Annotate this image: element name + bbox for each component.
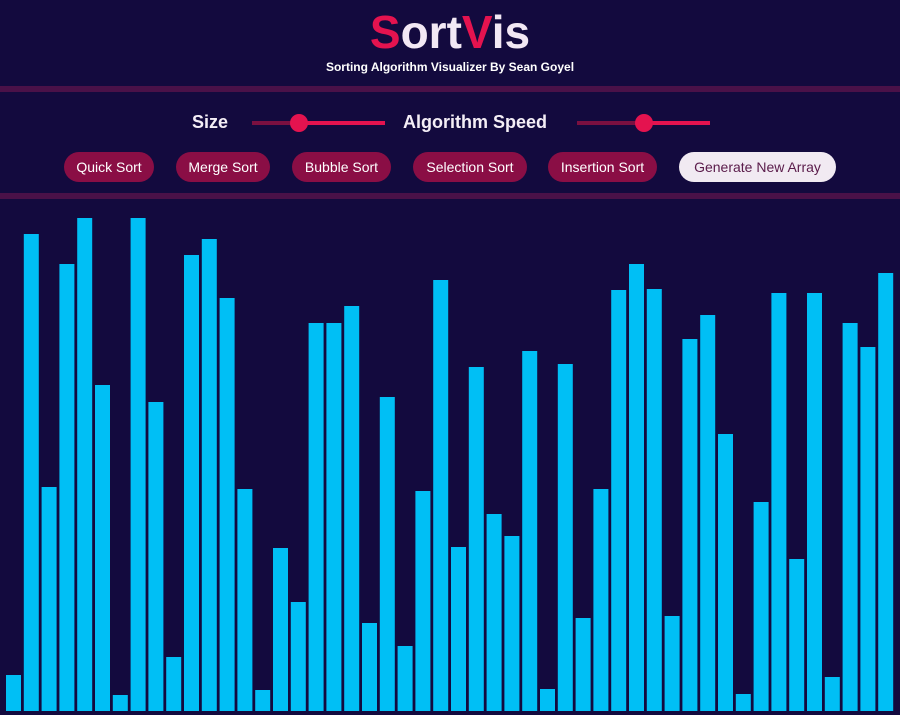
array-bar	[807, 293, 822, 711]
array-bar	[344, 306, 360, 711]
controls-panel: Size Algorithm Speed Quick Sort Merge So…	[0, 92, 900, 193]
array-bar	[842, 323, 858, 711]
array-bar	[824, 677, 840, 711]
title-part: ort	[400, 6, 462, 58]
array-bar	[433, 280, 449, 711]
generate-array-button[interactable]: Generate New Array	[679, 152, 836, 182]
array-bar	[789, 559, 805, 711]
bubble-sort-button[interactable]: Bubble Sort	[292, 152, 391, 182]
array-bar	[184, 255, 199, 711]
title-part: is	[491, 6, 531, 58]
array-bar	[95, 385, 110, 711]
array-bar	[860, 347, 876, 711]
array-bar	[362, 623, 377, 711]
array-bar	[326, 323, 342, 711]
array-bar	[700, 315, 716, 711]
speed-slider-thumb[interactable]	[635, 114, 653, 132]
array-bar	[611, 290, 627, 711]
array-bar	[77, 218, 93, 711]
speed-slider[interactable]	[577, 114, 710, 132]
size-label: Size	[192, 112, 229, 132]
quick-sort-button[interactable]: Quick Sort	[64, 152, 154, 182]
app-title: SortVis	[0, 6, 900, 58]
array-bar	[201, 239, 217, 711]
array-bar	[290, 602, 306, 711]
array-bar	[148, 402, 164, 711]
array-bar	[23, 234, 39, 711]
array-bar	[718, 434, 733, 711]
speed-slider-track	[577, 121, 644, 125]
array-bar	[664, 616, 680, 711]
array-bar	[629, 264, 644, 711]
top-divider	[0, 86, 900, 92]
array-bar	[130, 218, 146, 711]
array-bar	[237, 489, 253, 711]
array-bars-chart	[6, 218, 894, 711]
array-bar	[468, 367, 484, 711]
array-bar	[451, 547, 466, 711]
array-bar	[771, 293, 787, 711]
merge-sort-button[interactable]: Merge Sort	[176, 152, 270, 182]
array-bar	[379, 397, 395, 711]
array-bar	[415, 491, 431, 711]
size-slider[interactable]	[252, 114, 385, 132]
array-bar	[41, 487, 57, 711]
array-bar	[504, 536, 520, 711]
array-bar	[273, 548, 288, 711]
title-letter-v: V	[461, 6, 492, 58]
array-bar	[753, 502, 769, 711]
array-bar	[682, 339, 698, 711]
array-bar	[112, 695, 128, 711]
array-bar	[557, 364, 573, 711]
size-slider-thumb[interactable]	[290, 114, 308, 132]
speed-label: Algorithm Speed	[403, 112, 548, 132]
array-bar	[59, 264, 75, 711]
insertion-sort-button[interactable]: Insertion Sort	[548, 152, 657, 182]
array-bar	[255, 690, 271, 711]
array-bar	[6, 675, 21, 711]
bar-area	[0, 200, 900, 715]
array-bar	[540, 689, 555, 711]
array-bar	[522, 351, 538, 711]
array-bar	[575, 618, 591, 711]
array-bar	[878, 273, 894, 711]
selection-sort-button[interactable]: Selection Sort	[413, 152, 527, 182]
array-bar	[397, 646, 413, 711]
array-bar	[486, 514, 502, 711]
array-bar	[735, 694, 751, 711]
app-subtitle: Sorting Algorithm Visualizer By Sean Goy…	[325, 60, 575, 74]
array-bar	[593, 489, 609, 711]
array-bar	[646, 289, 662, 711]
size-slider-track	[252, 121, 299, 125]
array-bar	[219, 298, 235, 711]
bottom-divider	[0, 193, 900, 199]
array-bar	[308, 323, 324, 711]
header: SortVis Sorting Algorithm Visualizer By …	[0, 0, 900, 86]
title-letter-s: S	[369, 6, 401, 58]
array-bar	[166, 657, 182, 711]
